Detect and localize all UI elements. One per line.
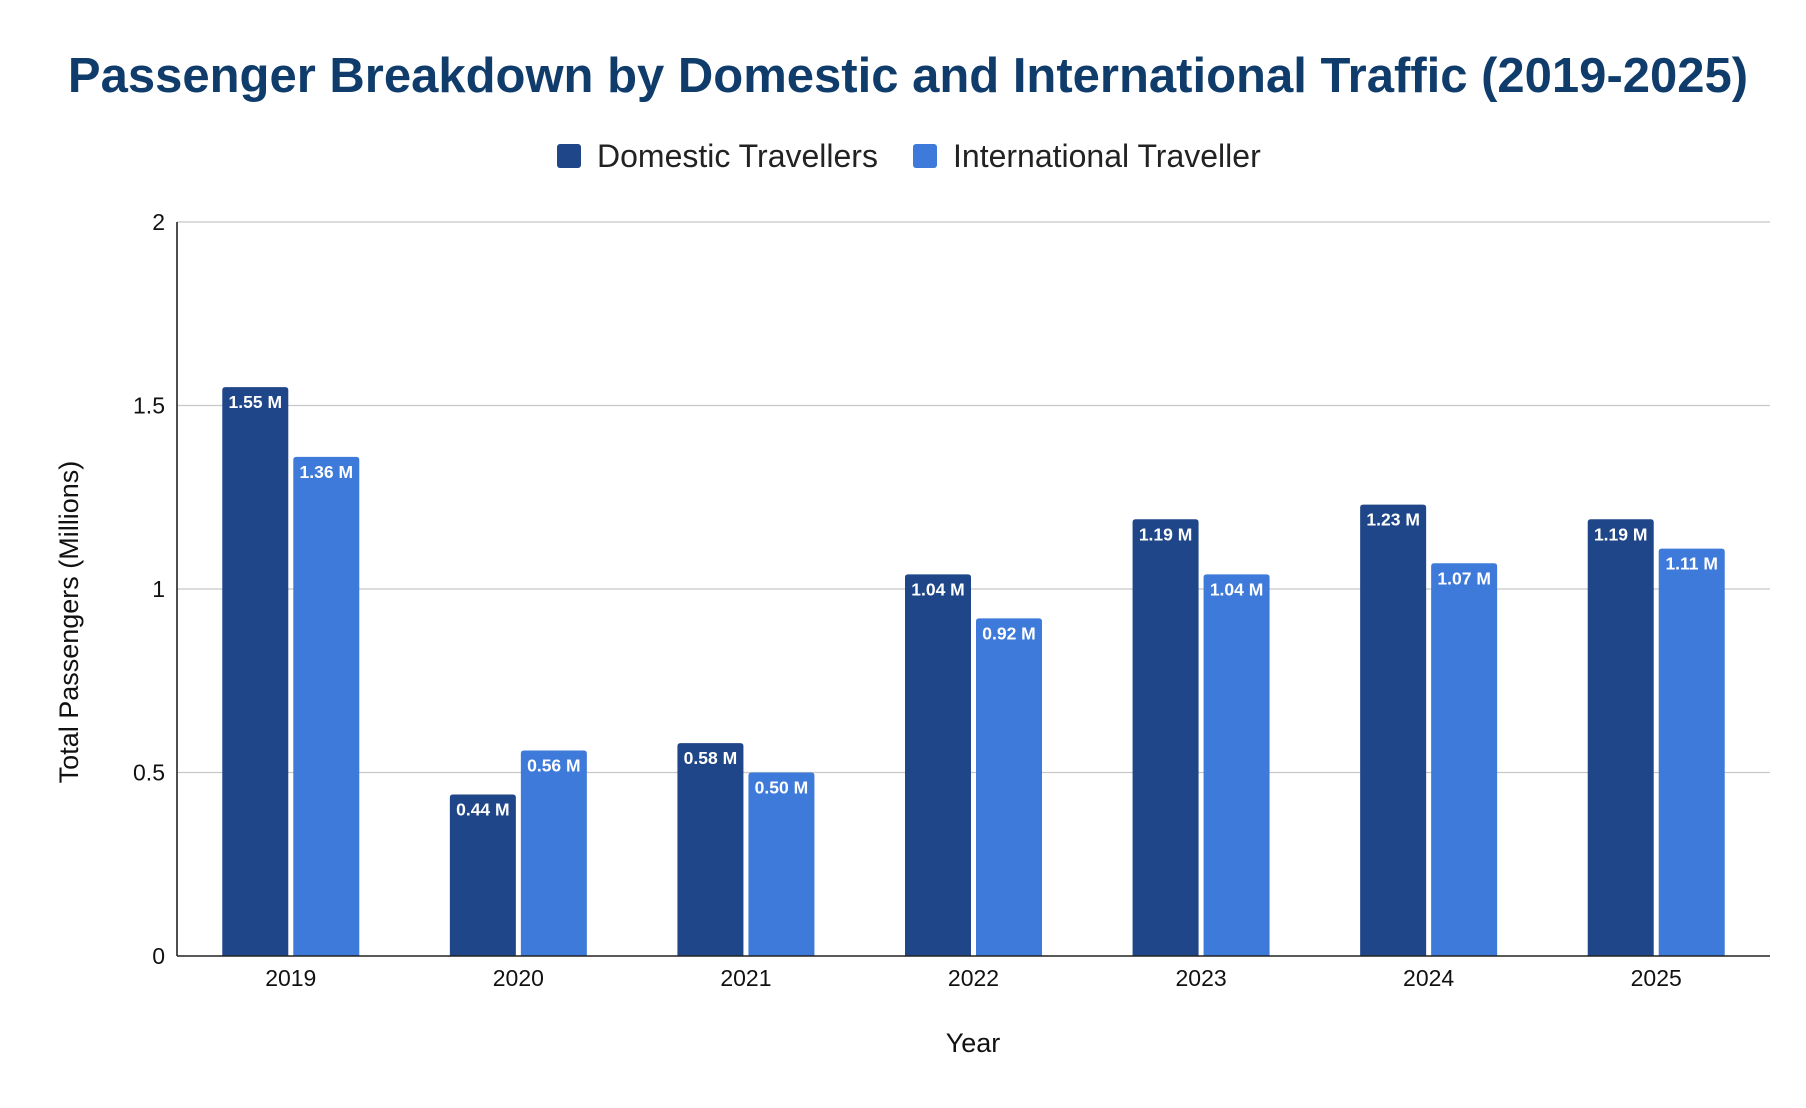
bar-domestic: [1360, 504, 1427, 956]
y-tick-label: 0: [152, 943, 165, 969]
x-tick-label: 2023: [1175, 965, 1226, 991]
gridlines: [177, 221, 1770, 774]
data-label: 1.19 M: [1139, 524, 1193, 544]
data-label: 1.04 M: [911, 579, 965, 599]
data-label: 1.36 M: [300, 462, 354, 482]
bar-domestic: [677, 743, 744, 956]
data-label: 0.92 M: [982, 623, 1036, 643]
x-tick-label: 2020: [493, 965, 544, 991]
y-tick-label: 2: [152, 209, 165, 235]
y-tick-label: 1.5: [133, 393, 165, 419]
x-tick-label: 2024: [1403, 965, 1454, 991]
x-tick-label: 2025: [1631, 965, 1682, 991]
bar-international: [520, 750, 587, 956]
bar-international: [748, 772, 815, 956]
chart-title: Passenger Breakdown by Domestic and Inte…: [68, 49, 1748, 103]
axes: 0 0.5 1 1.5 2 2019 2020 2021 2022 2023 2024 2025: [133, 209, 1770, 991]
legend-label-international: International Traveller: [953, 138, 1261, 174]
data-label: 1.04 M: [1210, 579, 1264, 599]
x-tick-label: 2019: [265, 965, 316, 991]
y-axis-title: Total Passengers (Millions): [54, 461, 84, 784]
x-tick-label: 2021: [720, 965, 771, 991]
x-tick-label: 2022: [948, 965, 999, 991]
data-label: 1.07 M: [1437, 568, 1491, 588]
chart-legend: Domestic Travellers International Travel…: [557, 138, 1261, 174]
x-axis-title: Year: [946, 1028, 1001, 1058]
bars: 1.55 M 1.36 M 0.44 M 0.56 M 0.58 M 0.50 M 1.04…: [222, 387, 1725, 956]
data-label: 1.11 M: [1665, 554, 1718, 574]
y-tick-label: 1: [152, 576, 165, 602]
data-label: 0.44 M: [456, 800, 510, 820]
data-label: 0.56 M: [527, 755, 581, 775]
data-label: 1.23 M: [1366, 510, 1420, 530]
bar-international: [976, 618, 1042, 956]
bar-international: [1203, 574, 1270, 956]
legend-swatch-domestic: [557, 144, 581, 168]
bar-domestic: [449, 794, 516, 956]
data-label: 0.50 M: [755, 778, 809, 798]
bar-international: [1658, 548, 1725, 956]
legend-label-domestic: Domestic Travellers: [597, 138, 878, 174]
legend-swatch-international: [913, 144, 937, 168]
bar-domestic: [1587, 519, 1654, 956]
bar-domestic: [222, 387, 289, 956]
data-label: 1.55 M: [229, 392, 283, 412]
bar-domestic: [1132, 519, 1199, 956]
bar-international: [293, 456, 360, 956]
bar-domestic: [905, 574, 971, 956]
data-label: 0.58 M: [684, 748, 738, 768]
y-tick-label: 0.5: [133, 760, 165, 786]
bar-international: [1431, 563, 1498, 956]
data-label: 1.19 M: [1594, 524, 1648, 544]
